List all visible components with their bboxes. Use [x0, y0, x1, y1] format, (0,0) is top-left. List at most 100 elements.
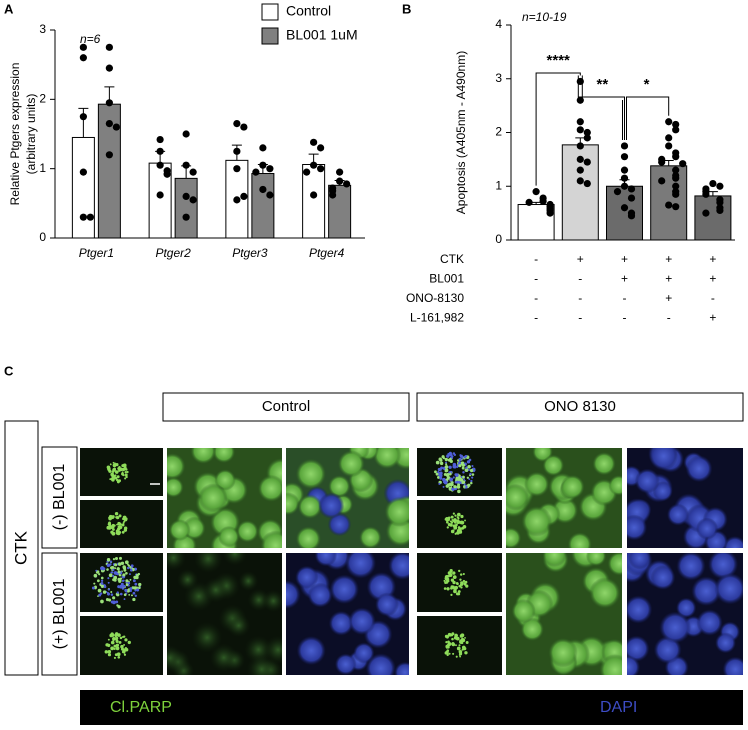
speck [107, 638, 110, 641]
y-tick-label: 1 [495, 178, 502, 192]
data-point [310, 161, 318, 169]
speck [466, 460, 471, 464]
data-point [665, 134, 673, 142]
data-point [672, 153, 680, 161]
speck [114, 512, 119, 516]
speck [110, 600, 114, 604]
data-point [105, 99, 113, 107]
data-point [79, 213, 87, 221]
data-point [266, 191, 274, 199]
speck [116, 480, 120, 484]
data-point [105, 151, 113, 159]
speck [460, 581, 463, 584]
speck [453, 527, 456, 530]
speck [452, 529, 455, 532]
speck [106, 558, 111, 562]
speck [453, 589, 457, 594]
nucleus [394, 661, 409, 675]
speck [127, 581, 131, 585]
data-point [240, 123, 248, 131]
nucleus [236, 520, 259, 543]
data-point [576, 177, 584, 185]
data-point [627, 185, 636, 193]
speck [434, 470, 437, 474]
speck [132, 591, 136, 595]
speck [119, 467, 123, 472]
speck [447, 640, 450, 644]
speck [463, 485, 466, 488]
speck [112, 476, 116, 480]
data-point [105, 120, 113, 128]
speck [458, 650, 463, 654]
speck [117, 585, 121, 589]
speck [123, 643, 126, 646]
significance-label: **** [547, 52, 571, 69]
speck [445, 640, 448, 644]
speck [464, 651, 468, 655]
speck [116, 523, 118, 526]
data-point [576, 155, 584, 163]
speck [445, 474, 448, 477]
speck [447, 516, 451, 520]
speck [444, 634, 449, 638]
condition-mark: - [534, 272, 538, 286]
speck [468, 468, 471, 471]
speck [115, 636, 119, 640]
data-point [620, 142, 629, 150]
condition-mark: + [621, 252, 628, 266]
y-tick-label: 3 [39, 22, 46, 36]
speck [444, 465, 449, 469]
speck [446, 653, 449, 657]
speck [105, 598, 110, 602]
nucleus [722, 656, 743, 675]
speck [452, 575, 457, 580]
speck [108, 467, 111, 470]
micrograph-content [286, 448, 409, 548]
condition-mark: - [578, 311, 582, 325]
speck [453, 466, 457, 469]
speck [120, 644, 124, 649]
data-point [189, 196, 197, 204]
nucleus [607, 553, 622, 576]
speck [448, 652, 451, 655]
data-point [105, 43, 113, 51]
y-tick-label: 2 [39, 92, 46, 106]
speck [120, 561, 125, 566]
micrograph-content [417, 500, 502, 548]
speck [458, 584, 462, 588]
speck [112, 461, 115, 464]
speck [100, 576, 104, 580]
speck [135, 588, 140, 592]
speck [129, 573, 131, 576]
data-point [583, 179, 591, 188]
data-point [583, 134, 591, 142]
significance-bracket [577, 75, 625, 140]
nucleus [337, 450, 365, 478]
data-point [79, 43, 87, 51]
speck [448, 573, 453, 577]
speck [122, 573, 126, 577]
speck [469, 468, 474, 473]
nucleus [627, 635, 650, 662]
channel-label: DAPI [600, 699, 637, 716]
data-point [112, 123, 120, 131]
condition-mark: - [623, 291, 627, 305]
nucleus [168, 519, 191, 541]
micrograph-content [417, 553, 502, 612]
speck [455, 634, 458, 637]
micrograph [80, 553, 163, 612]
condition-mark: + [665, 252, 672, 266]
data-point [620, 153, 629, 161]
speck [439, 473, 443, 478]
data-point [665, 118, 673, 126]
speck [116, 591, 119, 594]
micrograph-content [506, 448, 622, 548]
condition-label: CTK [440, 252, 464, 266]
speck [100, 582, 104, 585]
speck [468, 478, 471, 481]
nucleus [567, 532, 592, 548]
micrograph [506, 448, 622, 548]
speck [452, 524, 456, 528]
micrograph-content [80, 616, 163, 675]
speck [129, 566, 132, 569]
